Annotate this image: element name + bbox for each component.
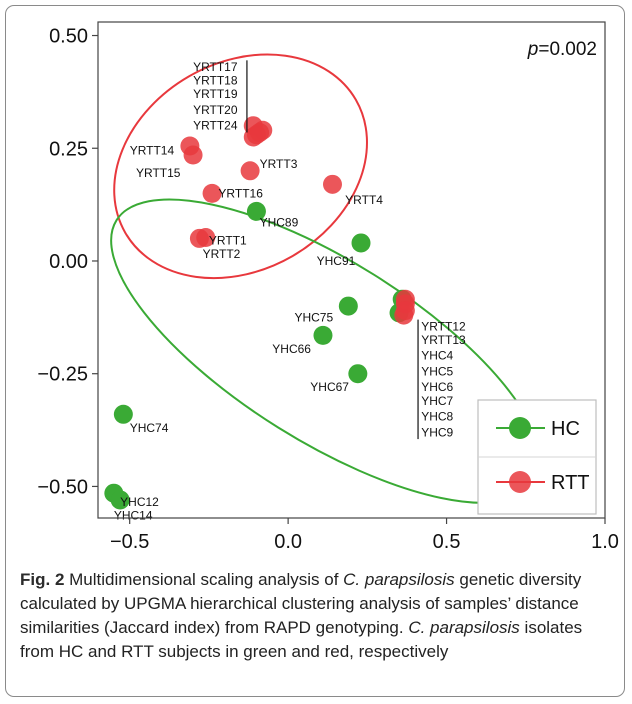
y-tick-label: 0.25 xyxy=(49,138,88,160)
caption-text-2: genetic diversity calculated by UPGMA hi… xyxy=(20,570,582,637)
point-label: YRTT3 xyxy=(260,157,298,171)
point-rtt xyxy=(240,161,260,181)
point-hc xyxy=(348,364,368,384)
point-rtt xyxy=(322,174,342,194)
point-rtt xyxy=(395,301,415,321)
point-label: YRTT12 xyxy=(421,319,466,333)
point-label: YHC67 xyxy=(310,380,349,394)
x-tick-label: 0.0 xyxy=(274,531,302,553)
point-label: YRTT19 xyxy=(193,87,238,101)
point-rtt xyxy=(196,228,216,248)
legend-rtt-marker xyxy=(509,471,531,493)
point-hc xyxy=(351,233,371,253)
caption-species-1: C. parapsilosis xyxy=(343,570,455,589)
x-tick-label: 1.0 xyxy=(591,531,619,553)
y-tick-label: 0.00 xyxy=(49,251,88,273)
legend: HC RTT xyxy=(477,399,597,515)
point-label: YHC91 xyxy=(317,254,356,268)
figure-frame xyxy=(5,5,625,697)
point-label: YHC14 xyxy=(114,509,153,523)
legend-hc-label: HC xyxy=(551,418,580,440)
point-label: YRTT20 xyxy=(193,103,238,117)
caption-text-3: isolates from HC and RTT subjects in gre… xyxy=(20,618,583,661)
point-label: YHC74 xyxy=(130,421,169,435)
point-label: YRTT4 xyxy=(345,193,383,207)
point-label: YHC4 xyxy=(421,349,453,363)
point-hc xyxy=(110,490,130,510)
point-label: YHC8 xyxy=(421,410,453,424)
caption-text-1: Multidimensional scaling analysis of xyxy=(64,570,344,589)
point-rtt xyxy=(183,145,203,165)
caption-label: Fig. 2 xyxy=(20,570,65,589)
point-label: YHC6 xyxy=(421,380,453,394)
point-rtt xyxy=(202,183,222,203)
point-label: YRTT24 xyxy=(193,119,238,133)
point-label: YRTT15 xyxy=(136,166,181,180)
figure-caption: Fig. 2 Multidimensional scaling analysis… xyxy=(20,568,616,664)
point-label: YRTT16 xyxy=(218,186,263,200)
point-label: YRTT18 xyxy=(193,74,238,88)
x-tick-label: −0.5 xyxy=(110,531,149,553)
point-label: YRTT13 xyxy=(421,333,466,347)
point-label: YHC75 xyxy=(294,310,333,324)
caption-species-2: C. parapsilosis xyxy=(408,618,520,637)
confidence-ellipse-rtt xyxy=(113,53,368,280)
point-label: YHC89 xyxy=(260,216,299,230)
y-tick-label: −0.50 xyxy=(37,476,88,498)
y-tick-label: −0.25 xyxy=(37,364,88,386)
p-value-annotation: p=0.002 xyxy=(527,39,597,60)
plot-area-border xyxy=(97,21,606,519)
point-hc xyxy=(246,201,266,221)
point-label: YRTT14 xyxy=(130,144,175,158)
point-label: YHC9 xyxy=(421,425,453,439)
point-hc xyxy=(113,404,133,424)
point-hc xyxy=(338,296,358,316)
point-label: YHC7 xyxy=(421,394,453,408)
point-label: YRTT17 xyxy=(193,60,238,74)
point-label: YHC5 xyxy=(421,364,453,378)
legend-hc-marker xyxy=(509,417,531,439)
point-hc xyxy=(313,325,333,345)
y-tick-label: 0.50 xyxy=(49,26,88,48)
point-label: YHC12 xyxy=(120,495,159,509)
point-label: YHC66 xyxy=(272,342,311,356)
point-label: YRTT2 xyxy=(203,247,241,261)
point-label: YRTT1 xyxy=(209,234,247,248)
legend-rtt-label: RTT xyxy=(551,472,590,494)
point-rtt xyxy=(250,122,270,142)
x-tick-label: 0.5 xyxy=(433,531,461,553)
